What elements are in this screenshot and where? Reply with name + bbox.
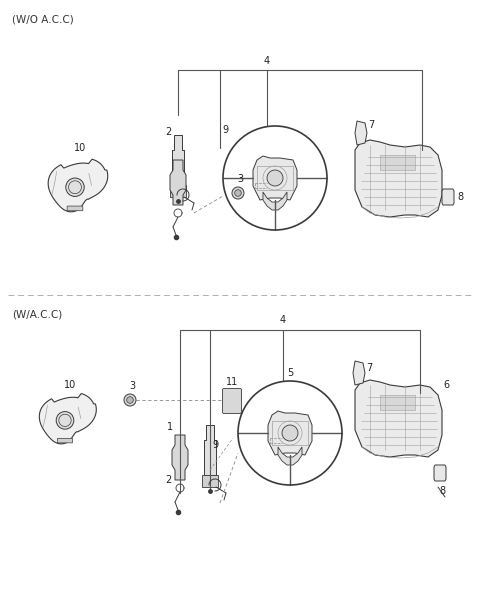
Polygon shape — [355, 380, 442, 457]
Polygon shape — [170, 185, 186, 197]
Circle shape — [124, 394, 136, 406]
Text: 9: 9 — [212, 440, 218, 450]
Polygon shape — [353, 361, 365, 385]
Text: 1: 1 — [167, 422, 173, 432]
Text: 5: 5 — [287, 368, 293, 378]
Circle shape — [267, 170, 283, 186]
Circle shape — [66, 178, 84, 197]
Polygon shape — [442, 189, 454, 205]
Polygon shape — [355, 121, 367, 145]
Polygon shape — [48, 159, 108, 212]
Text: 8: 8 — [457, 192, 463, 202]
Text: 8: 8 — [439, 486, 445, 496]
Polygon shape — [170, 160, 186, 205]
Text: 3: 3 — [237, 174, 243, 184]
Text: 10: 10 — [64, 380, 76, 390]
Polygon shape — [253, 156, 297, 200]
Circle shape — [282, 425, 298, 441]
Text: 11: 11 — [226, 377, 238, 387]
Polygon shape — [172, 435, 188, 480]
Polygon shape — [202, 475, 218, 487]
Circle shape — [235, 190, 241, 196]
FancyBboxPatch shape — [223, 389, 241, 413]
Circle shape — [127, 397, 133, 403]
Polygon shape — [204, 425, 216, 475]
Text: (W/O A.C.C): (W/O A.C.C) — [12, 14, 74, 24]
Polygon shape — [380, 155, 415, 170]
Polygon shape — [263, 192, 287, 210]
Text: 2: 2 — [165, 127, 171, 137]
Circle shape — [56, 412, 74, 429]
Polygon shape — [434, 465, 446, 481]
Text: 9: 9 — [222, 125, 228, 135]
Polygon shape — [380, 395, 415, 410]
Polygon shape — [355, 140, 442, 217]
Polygon shape — [268, 411, 312, 455]
Text: 7: 7 — [366, 363, 372, 373]
Text: 2: 2 — [165, 475, 171, 485]
Text: 6: 6 — [443, 380, 449, 390]
Polygon shape — [278, 447, 302, 465]
Circle shape — [232, 187, 244, 199]
Polygon shape — [172, 135, 184, 185]
Text: 10: 10 — [74, 143, 86, 153]
Text: 3: 3 — [129, 381, 135, 391]
Polygon shape — [39, 393, 96, 444]
Text: 4: 4 — [264, 56, 270, 66]
Text: 4: 4 — [280, 315, 286, 325]
Text: (W/A.C.C): (W/A.C.C) — [12, 309, 62, 319]
FancyBboxPatch shape — [67, 206, 83, 211]
FancyBboxPatch shape — [58, 438, 72, 443]
Text: 7: 7 — [368, 120, 374, 130]
